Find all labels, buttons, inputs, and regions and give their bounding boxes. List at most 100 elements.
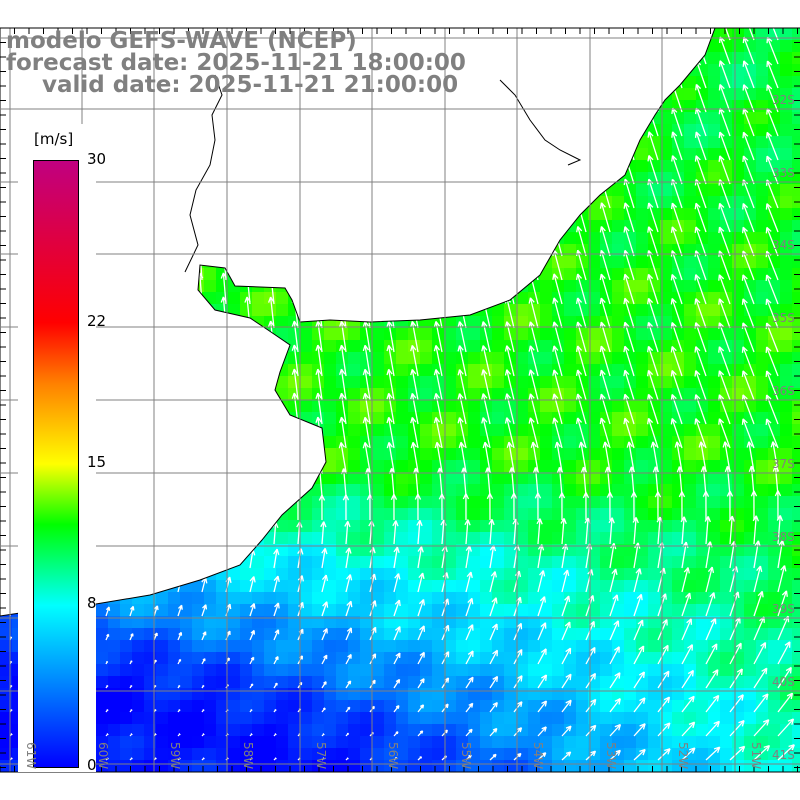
speed-cell xyxy=(768,520,780,532)
speed-cell xyxy=(576,508,588,520)
speed-cell xyxy=(324,616,336,628)
speed-cell xyxy=(696,736,708,748)
speed-cell xyxy=(540,340,552,352)
speed-cell xyxy=(756,604,768,616)
speed-cell xyxy=(540,736,552,748)
speed-cell xyxy=(768,640,780,652)
speed-cell xyxy=(216,664,228,676)
speed-cell xyxy=(264,664,276,676)
speed-cell xyxy=(540,592,552,604)
speed-cell xyxy=(120,640,132,652)
speed-cell xyxy=(0,664,12,676)
speed-cell xyxy=(384,508,396,520)
speed-cell xyxy=(792,136,800,148)
speed-cell xyxy=(600,592,612,604)
speed-cell xyxy=(708,712,720,724)
speed-cell xyxy=(540,388,552,400)
speed-cell xyxy=(588,520,600,532)
wind-arrow xyxy=(633,568,642,593)
wind-arrow xyxy=(481,345,491,377)
speed-cell xyxy=(528,688,540,700)
speed-cell xyxy=(684,472,696,484)
speed-cell xyxy=(96,652,108,664)
speed-cell xyxy=(360,640,372,652)
speed-cell xyxy=(600,664,612,676)
speed-cell xyxy=(540,460,552,472)
speed-cell xyxy=(432,688,444,700)
speed-cell xyxy=(456,652,468,664)
speed-cell xyxy=(384,724,396,736)
speed-cell xyxy=(708,448,720,460)
speed-cell xyxy=(492,676,504,688)
speed-cell xyxy=(648,628,660,640)
wind-arrow xyxy=(345,627,353,641)
speed-cell xyxy=(336,448,348,460)
speed-cell xyxy=(288,400,300,412)
speed-cell xyxy=(384,640,396,652)
wind-arrow xyxy=(671,155,683,185)
speed-cell xyxy=(372,628,384,640)
speed-cell xyxy=(348,748,360,760)
speed-cell xyxy=(144,736,156,748)
speed-cell xyxy=(264,592,276,604)
speed-cell xyxy=(660,388,672,400)
speed-cell xyxy=(708,220,720,232)
speed-cell xyxy=(300,376,312,388)
speed-cell xyxy=(744,664,756,676)
speed-cell xyxy=(192,700,204,712)
speed-cell xyxy=(564,304,576,316)
speed-cell xyxy=(528,628,540,640)
speed-cell xyxy=(468,400,480,412)
speed-cell xyxy=(744,496,756,508)
wind-arrow xyxy=(585,594,595,617)
wind-arrow xyxy=(765,274,779,305)
speed-cell xyxy=(156,688,168,700)
speed-cell xyxy=(324,736,336,748)
wind-arrow xyxy=(504,393,515,425)
speed-cell xyxy=(564,640,576,652)
speed-cell xyxy=(732,208,744,220)
speed-cell xyxy=(624,532,636,544)
speed-cell xyxy=(792,424,800,436)
speed-cell xyxy=(528,448,540,460)
speed-cell xyxy=(264,724,276,736)
speed-cell xyxy=(792,604,800,616)
speed-cell xyxy=(168,700,180,712)
speed-cell xyxy=(480,736,492,748)
speed-cell xyxy=(480,760,492,772)
speed-cell xyxy=(336,556,348,568)
speed-cell xyxy=(660,412,672,424)
speed-cell xyxy=(216,736,228,748)
speed-cell xyxy=(444,544,456,556)
speed-cell xyxy=(264,748,276,760)
speed-cell xyxy=(612,484,624,496)
speed-cell xyxy=(600,676,612,688)
speed-cell xyxy=(336,724,348,736)
speed-cell xyxy=(768,112,780,124)
speed-cell xyxy=(0,724,12,736)
speed-cell xyxy=(792,520,800,532)
speed-cell xyxy=(504,592,516,604)
speed-cell xyxy=(120,748,132,760)
speed-cell xyxy=(228,640,240,652)
speed-cell xyxy=(180,724,192,736)
speed-cell xyxy=(336,712,348,724)
speed-cell xyxy=(708,280,720,292)
speed-cell xyxy=(300,760,312,772)
speed-cell xyxy=(312,760,324,772)
speed-cell xyxy=(672,496,684,508)
speed-cell xyxy=(444,724,456,736)
speed-cell xyxy=(552,688,564,700)
speed-cell xyxy=(552,640,564,652)
speed-cell xyxy=(648,652,660,664)
speed-cell xyxy=(732,400,744,412)
speed-cell xyxy=(480,580,492,592)
speed-cell xyxy=(528,580,540,592)
speed-cell xyxy=(612,220,624,232)
speed-cell xyxy=(384,688,396,700)
speed-cell xyxy=(324,496,336,508)
speed-cell xyxy=(156,700,168,712)
speed-cell xyxy=(588,340,600,352)
speed-cell xyxy=(360,700,372,712)
speed-cell xyxy=(108,604,120,616)
